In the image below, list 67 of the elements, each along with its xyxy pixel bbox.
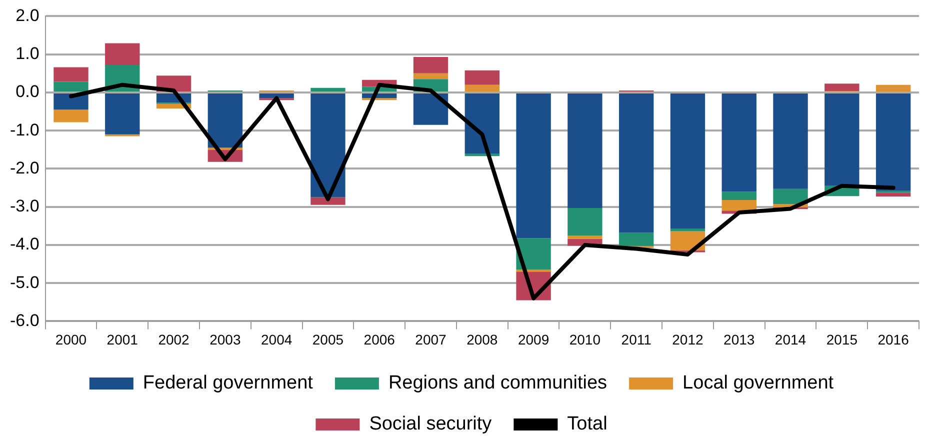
x-tick-label: 2013 xyxy=(724,331,755,348)
bar xyxy=(876,192,911,197)
y-tick-label: -5.0 xyxy=(10,272,40,292)
bar xyxy=(722,200,756,211)
bar xyxy=(105,43,140,65)
bar xyxy=(413,73,448,80)
x-tick-label: 2008 xyxy=(466,331,498,348)
bar xyxy=(876,93,911,191)
legend-label: Total xyxy=(567,414,608,435)
bar xyxy=(824,93,860,186)
y-tick-label: -4.0 xyxy=(10,234,40,254)
bar xyxy=(54,110,88,122)
x-tick-label: 2016 xyxy=(878,331,910,348)
x-tick-label: 2005 xyxy=(312,331,344,348)
bar xyxy=(310,93,346,198)
y-tick-label: 2.0 xyxy=(16,6,40,25)
bar xyxy=(54,82,88,92)
legend-label: Federal government xyxy=(142,372,314,394)
bar xyxy=(670,228,706,232)
bar xyxy=(464,70,500,85)
bar xyxy=(413,93,448,125)
x-tick-label: 2001 xyxy=(106,331,138,348)
x-tick-label: 2010 xyxy=(569,331,601,348)
legend-label: Local government xyxy=(682,372,834,394)
y-tick-label: 0.0 xyxy=(16,82,40,102)
bar xyxy=(824,84,860,92)
bar xyxy=(722,93,756,192)
y-tick-label: -2.0 xyxy=(10,158,40,178)
x-tick-label: 2011 xyxy=(621,331,652,348)
bar xyxy=(670,93,706,229)
bar xyxy=(876,84,911,92)
bar xyxy=(773,93,808,189)
bar xyxy=(516,93,551,238)
bar xyxy=(310,197,346,205)
x-tick-label: 2004 xyxy=(260,331,292,348)
bar xyxy=(670,231,706,250)
x-tick-label: 2015 xyxy=(826,331,858,348)
x-tick-label: 2007 xyxy=(415,331,447,348)
bar xyxy=(618,93,654,233)
bar xyxy=(464,93,500,154)
bar xyxy=(54,67,88,82)
legend-label: Social security xyxy=(369,414,492,435)
y-tick-label: -1.0 xyxy=(10,120,40,140)
bar xyxy=(568,236,602,239)
bar xyxy=(722,192,756,200)
x-tick-label: 2002 xyxy=(158,331,190,348)
bar xyxy=(105,93,140,134)
bar xyxy=(208,93,243,148)
y-tick-label: 1.0 xyxy=(16,44,40,64)
bar xyxy=(568,208,602,236)
x-tick-label: 2012 xyxy=(672,331,704,348)
legend-label: Regions and communities xyxy=(388,372,608,394)
bar xyxy=(773,188,808,204)
bar xyxy=(568,93,602,208)
y-tick-label: -6.0 xyxy=(10,310,40,330)
bar xyxy=(413,56,448,74)
bar xyxy=(618,232,654,246)
x-tick-label: 2009 xyxy=(518,331,550,348)
bar xyxy=(259,93,294,98)
x-tick-label: 2000 xyxy=(55,331,87,348)
x-tick-label: 2003 xyxy=(210,331,241,348)
bar xyxy=(310,88,346,92)
bar xyxy=(54,93,88,110)
bar xyxy=(464,84,500,92)
x-tick-label: 2014 xyxy=(774,331,806,348)
y-tick-label: -3.0 xyxy=(10,196,40,216)
x-tick-label: 2006 xyxy=(364,331,396,348)
